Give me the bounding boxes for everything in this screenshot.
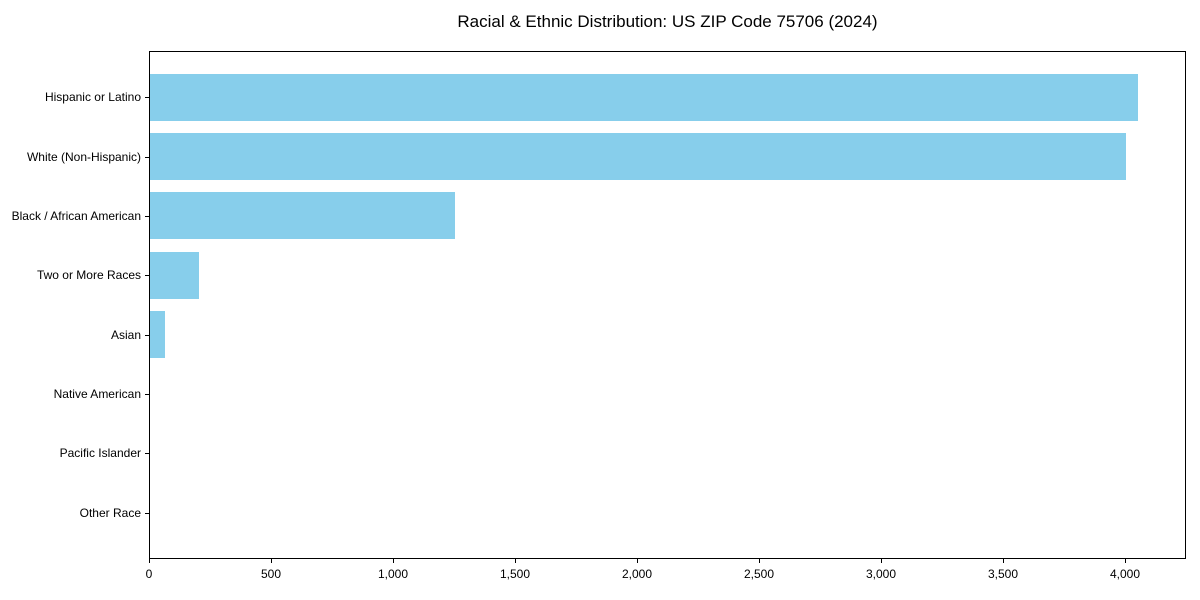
- x-tick-mark: [515, 559, 516, 563]
- plot-area: [149, 51, 1186, 559]
- y-tick-mark: [145, 453, 149, 454]
- y-tick-mark: [145, 97, 149, 98]
- bar: [150, 192, 455, 239]
- x-axis-tick-label: 3,000: [865, 567, 897, 581]
- y-axis-category-label: Hispanic or Latino: [44, 90, 141, 104]
- x-axis-tick-label: 1,500: [499, 567, 531, 581]
- y-tick-mark: [145, 275, 149, 276]
- y-tick-mark: [145, 513, 149, 514]
- bar: [150, 133, 1126, 180]
- x-axis-tick-label: 4,000: [1109, 567, 1141, 581]
- y-axis-category-label: Other Race: [79, 506, 141, 520]
- x-tick-mark: [1003, 559, 1004, 563]
- x-tick-mark: [393, 559, 394, 563]
- y-tick-mark: [145, 335, 149, 336]
- y-tick-mark: [145, 394, 149, 395]
- y-axis-category-label: Two or More Races: [36, 268, 141, 282]
- y-axis-category-label: Asian: [110, 328, 141, 342]
- x-axis-tick-label: 0: [145, 567, 153, 581]
- x-tick-mark: [271, 559, 272, 563]
- x-axis-tick-label: 500: [260, 567, 282, 581]
- x-axis-tick-label: 3,500: [987, 567, 1019, 581]
- x-tick-mark: [881, 559, 882, 563]
- y-tick-mark: [145, 157, 149, 158]
- bar: [150, 311, 165, 358]
- y-axis-category-label: Black / African American: [11, 209, 141, 223]
- y-axis-category-label: Native American: [53, 387, 141, 401]
- x-axis-tick-label: 2,000: [621, 567, 653, 581]
- x-axis-tick-label: 2,500: [743, 567, 775, 581]
- x-tick-mark: [637, 559, 638, 563]
- bar: [150, 252, 199, 299]
- chart-title: Racial & Ethnic Distribution: US ZIP Cod…: [457, 12, 878, 31]
- y-axis-category-label: White (Non-Hispanic): [26, 150, 141, 164]
- x-tick-mark: [1125, 559, 1126, 563]
- x-tick-mark: [149, 559, 150, 563]
- y-tick-mark: [145, 216, 149, 217]
- y-axis-category-label: Pacific Islander: [59, 446, 141, 460]
- x-axis-tick-label: 1,000: [377, 567, 409, 581]
- bar: [150, 74, 1138, 121]
- x-tick-mark: [759, 559, 760, 563]
